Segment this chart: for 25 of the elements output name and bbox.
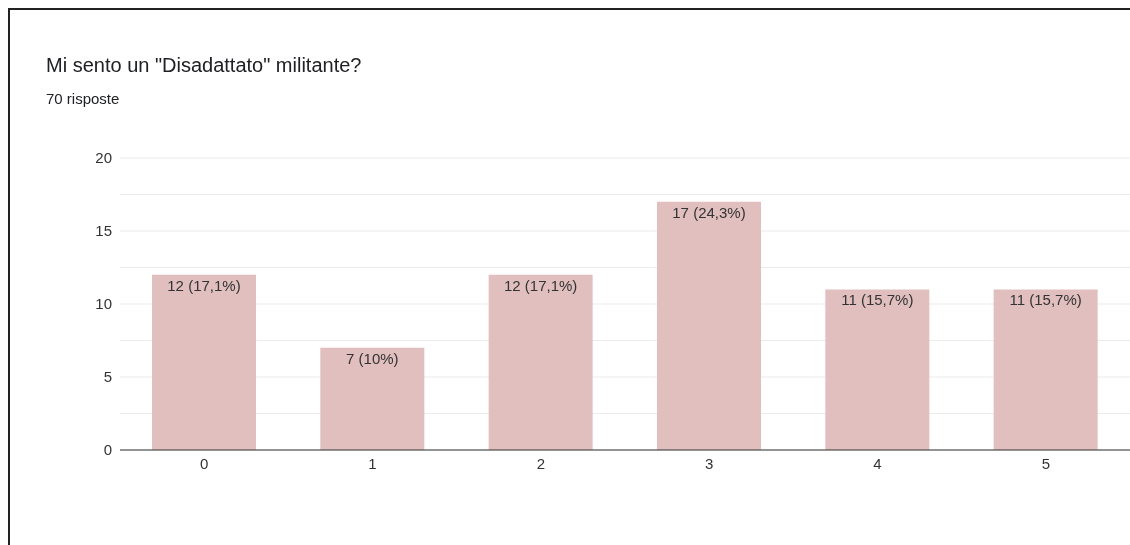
bar bbox=[488, 274, 593, 450]
bar bbox=[825, 289, 930, 450]
y-tick-label: 15 bbox=[95, 222, 112, 240]
x-tick-label: 1 bbox=[368, 454, 377, 472]
x-tick-label: 5 bbox=[1041, 454, 1051, 472]
data-label: 12 (17,1%) bbox=[167, 276, 241, 294]
data-label: 11 (15,7%) bbox=[841, 291, 914, 309]
bar bbox=[993, 289, 1098, 450]
bar bbox=[320, 347, 425, 450]
y-tick-label: 20 bbox=[95, 149, 112, 167]
x-tick-label: 2 bbox=[536, 454, 546, 472]
data-label: 11 (15,7%) bbox=[1009, 291, 1082, 309]
x-tick-label: 4 bbox=[873, 454, 882, 472]
x-tick-label: 0 bbox=[199, 454, 209, 472]
chart-title: Mi sento un "Disadattato" militante? bbox=[46, 54, 362, 77]
bar bbox=[656, 201, 761, 450]
data-label: 12 (17,1%) bbox=[503, 276, 578, 294]
bar bbox=[151, 274, 256, 450]
y-tick-label: 5 bbox=[103, 368, 112, 386]
data-label: 7 (10%) bbox=[346, 349, 399, 367]
data-label: 17 (24,3%) bbox=[672, 203, 746, 221]
x-tick-label: 3 bbox=[704, 454, 714, 472]
y-tick-label: 10 bbox=[95, 295, 112, 313]
y-tick-label: 0 bbox=[103, 441, 112, 459]
chart-subtitle: 70 risposte bbox=[46, 90, 120, 107]
